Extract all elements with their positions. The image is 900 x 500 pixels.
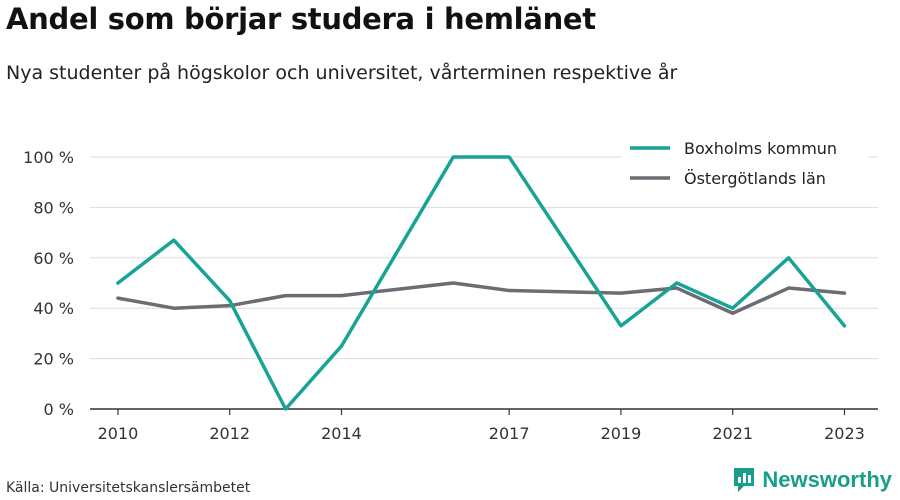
- y-tick-label: 20 %: [33, 350, 74, 369]
- y-tick-label: 80 %: [33, 198, 74, 217]
- y-tick-label: 100 %: [23, 148, 74, 167]
- y-tick-label: 40 %: [33, 299, 74, 318]
- x-tick-label: 2019: [601, 424, 642, 443]
- chart-title: Andel som börjar studera i hemlänet: [6, 2, 596, 36]
- series-line-ostergotland: [116, 281, 847, 315]
- brand-name: Newsworthy: [762, 467, 892, 492]
- series-line-boxholm: [116, 155, 847, 411]
- y-tick-label: 0 %: [44, 400, 74, 419]
- x-tick-label: 2021: [712, 424, 753, 443]
- source-note: Källa: Universitetskanslersämbetet: [6, 480, 251, 496]
- legend-label: Östergötlands län: [684, 169, 826, 188]
- x-tick-label: 2023: [824, 424, 865, 443]
- newsworthy-logo-icon: [734, 468, 755, 492]
- legend-background: [622, 130, 868, 192]
- chart-subtitle: Nya studenter på högskolor och universit…: [6, 62, 678, 84]
- x-tick-label: 2014: [321, 424, 362, 443]
- x-tick-label: 2010: [98, 424, 139, 443]
- x-tick-label: 2012: [209, 424, 250, 443]
- brand-logo: Newsworthy: [732, 466, 892, 494]
- y-tick-label: 60 %: [33, 249, 74, 268]
- x-tick-label: 2017: [489, 424, 530, 443]
- legend-label: Boxholms kommun: [684, 139, 837, 158]
